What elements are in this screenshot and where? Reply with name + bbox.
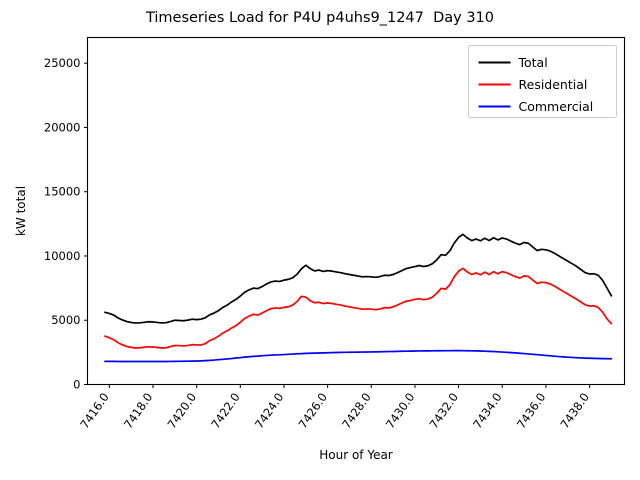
- data-series-group: [104, 233, 613, 363]
- x-tick-label: 7426.0: [296, 390, 331, 431]
- y-tick-label: 15000: [44, 185, 81, 199]
- x-axis-label: Hour of Year: [319, 448, 393, 462]
- legend-label-total: Total: [518, 55, 548, 70]
- series-line-total: [104, 233, 613, 324]
- y-axis-label: kW total: [14, 186, 28, 236]
- series-line-commercial: [104, 349, 613, 363]
- series-line-residential: [104, 267, 613, 349]
- x-tick-label: 7434.0: [470, 390, 505, 431]
- x-tick-label: 7432.0: [427, 390, 462, 431]
- x-tick-label: 7438.0: [557, 390, 592, 431]
- x-tick-label: 7436.0: [514, 390, 549, 431]
- chart-title: Timeseries Load for P4U p4uhs9_1247 Day …: [145, 10, 495, 26]
- x-tick-label: 7424.0: [252, 390, 287, 431]
- y-tick-label: 5000: [51, 313, 80, 327]
- legend-label-residential: Residential: [519, 77, 588, 92]
- axes-frame: [86, 36, 626, 386]
- y-axis-ticks: 0 5000 10000 15000 20000 25000: [44, 56, 88, 392]
- y-tick-label: 25000: [44, 56, 81, 70]
- x-tick-label: 7418.0: [121, 390, 156, 431]
- x-tick-label: 7416.0: [77, 390, 112, 431]
- x-tick-label: 7430.0: [383, 390, 418, 431]
- x-tick-label: 7422.0: [208, 390, 243, 431]
- x-tick-label: 7428.0: [339, 390, 374, 431]
- chart-legend: Total Residential Commercial: [468, 45, 617, 118]
- legend-label-commercial: Commercial: [519, 99, 594, 114]
- y-tick-label: 20000: [44, 120, 81, 134]
- y-tick-label: 0: [73, 378, 80, 392]
- x-axis-ticks: 7416.0 7418.0 7420.0 7422.0 7424.0 7426.0 7428…: [77, 384, 592, 431]
- x-tick-label: 7420.0: [165, 390, 200, 431]
- y-tick-label: 10000: [44, 249, 81, 263]
